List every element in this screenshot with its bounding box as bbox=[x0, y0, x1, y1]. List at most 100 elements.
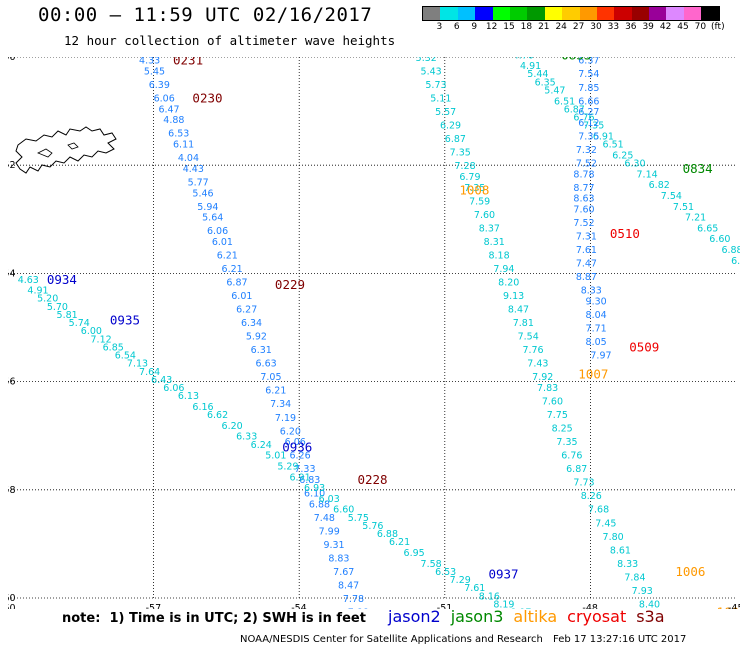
colorbar-labels: 3 6 9 12 15 18 21 24 27 30 33 36 39 42 45 70 (ft) bbox=[422, 22, 740, 34]
wave-height-value: 6.24 bbox=[251, 440, 272, 451]
pass-time-label: 0231 bbox=[173, 57, 203, 68]
pass-time-label: 0935 bbox=[110, 312, 140, 327]
wave-height-value: 6.76 bbox=[573, 113, 594, 124]
wave-height-value: 5.70 bbox=[47, 302, 68, 313]
lon-tick-label: -60 bbox=[8, 603, 16, 609]
wave-height-value: 6.21 bbox=[222, 264, 243, 275]
wave-height-value: 6.47 bbox=[158, 104, 179, 115]
wave-height-value: 6.85 bbox=[103, 342, 124, 353]
legend-entry-cryosat: cryosat bbox=[567, 607, 627, 626]
wave-height-value: 7.64 bbox=[139, 367, 160, 378]
pass-time-label: 0228 bbox=[357, 472, 387, 487]
wave-height-value: 6.43 bbox=[151, 375, 172, 386]
wave-height-value: 8.04 bbox=[586, 310, 607, 321]
wave-height-value: 9.30 bbox=[586, 296, 607, 307]
wave-height-value: 7.88 bbox=[348, 608, 369, 609]
wave-height-value: 6.20 bbox=[280, 426, 301, 437]
wave-height-value: 7.35 bbox=[464, 183, 485, 194]
wave-height-value: 6.01 bbox=[231, 291, 252, 302]
wave-height-value: 6.60 bbox=[709, 234, 730, 245]
wave-height-value: 7.47 bbox=[576, 259, 597, 270]
wave-height-value: 8.31 bbox=[484, 237, 505, 248]
wave-height-value: 6.37 bbox=[578, 57, 599, 67]
lat-tick-label: -50 bbox=[8, 57, 16, 63]
wave-height-value: 5.92 bbox=[246, 332, 267, 343]
wave-height-value: 7.80 bbox=[603, 532, 624, 543]
wave-height-value: 6.35 bbox=[535, 77, 556, 88]
wave-height-value: 8.37 bbox=[479, 223, 500, 234]
wave-height-value: 8.97 bbox=[510, 608, 531, 609]
wave-height-value: 5.64 bbox=[202, 213, 223, 224]
colorbar-swatch bbox=[423, 7, 441, 20]
wave-height-value: 8.87 bbox=[576, 272, 597, 283]
colorbar-label: 6 bbox=[453, 22, 460, 32]
wave-height-value: 4.43 bbox=[183, 164, 204, 175]
pass-time-label: 0510 bbox=[610, 226, 640, 241]
wave-height-value: 6.8 bbox=[731, 256, 740, 267]
wave-height-value: 6.88 bbox=[309, 499, 330, 510]
wave-height-value: 5.81 bbox=[57, 310, 78, 321]
colorbar-swatch bbox=[683, 7, 702, 20]
pass-time-label: 0833 bbox=[561, 57, 591, 62]
track-time-labels: 0231023002290228093409350936093710081007… bbox=[47, 57, 739, 609]
wave-height-value: 8.05 bbox=[586, 337, 607, 348]
wave-height-value: 6.82 bbox=[649, 180, 670, 191]
wave-height-value: 6.11 bbox=[173, 140, 194, 151]
wave-height-value: 7.12 bbox=[91, 334, 112, 345]
wave-height-value: 7.81 bbox=[513, 318, 534, 329]
wave-height-value: 7.59 bbox=[469, 196, 490, 207]
colorbar-label: 12 bbox=[485, 22, 498, 32]
pass-time-label: 1008 bbox=[459, 183, 489, 198]
colorbar-label: 3 bbox=[436, 22, 443, 32]
wave-height-value: 6.91 bbox=[289, 472, 310, 483]
colorbar-swatch bbox=[440, 7, 458, 20]
wave-height-value: 6.66 bbox=[578, 96, 599, 107]
wave-height-value: 6.63 bbox=[256, 359, 277, 370]
colorbar-swatch bbox=[492, 7, 510, 20]
axis-labels: -50 -52 -54 -56 -58 -60-60 -57 -54 -51 -48 -45 bbox=[8, 57, 740, 609]
wave-height-value: 7.51 bbox=[673, 202, 694, 213]
wave-height-value: 7.60 bbox=[542, 397, 563, 408]
wave-height-value: 7.21 bbox=[685, 213, 706, 224]
wave-height-value: 7.54 bbox=[518, 332, 539, 343]
wave-height-value: 6.25 bbox=[612, 150, 633, 161]
wave-height-value: 8.78 bbox=[573, 169, 594, 180]
pass-time-label: 0936 bbox=[282, 440, 312, 455]
lon-tick-label: -57 bbox=[146, 603, 162, 609]
wave-height-value: 4.91 bbox=[27, 286, 48, 297]
generated-timestamp: Feb 17 13:27:16 UTC 2017 bbox=[553, 634, 687, 645]
wave-height-value: 6.60 bbox=[333, 505, 354, 516]
wave-height-value: 4.63 bbox=[18, 275, 39, 286]
wave-height-value: 6.88 bbox=[377, 529, 398, 540]
wave-height-value: 6.51 bbox=[554, 96, 575, 107]
wave-height-value: 5.20 bbox=[37, 294, 58, 305]
wave-height-value: 6.95 bbox=[404, 548, 425, 559]
colorbar-swatch bbox=[649, 7, 667, 20]
wave-height-value: 4.91 bbox=[520, 61, 541, 72]
wave-height-value: 5.77 bbox=[188, 177, 209, 188]
lat-tick-label: -58 bbox=[8, 485, 16, 496]
wave-height-value: 5.94 bbox=[197, 202, 218, 213]
wave-height-value: 7.78 bbox=[343, 594, 364, 605]
lon-tick-label: -48 bbox=[582, 603, 598, 609]
wave-height-value: 8.40 bbox=[639, 599, 660, 609]
pass-time-label: 1007 bbox=[578, 366, 608, 381]
wave-height-value: 6.31 bbox=[251, 345, 272, 356]
wave-height-value: 8.77 bbox=[573, 183, 594, 194]
pass-time-label: 0230 bbox=[192, 91, 222, 106]
colorbar-label: 18 bbox=[520, 22, 533, 32]
wave-height-value: 6.79 bbox=[459, 172, 480, 183]
wave-height-value: 6.83 bbox=[299, 475, 320, 486]
wave-height-value: 7.52 bbox=[573, 218, 594, 229]
wave-height-value: 4.88 bbox=[163, 115, 184, 126]
wave-height-value: 8.47 bbox=[508, 305, 529, 316]
wave-height-value: 5.43 bbox=[421, 67, 442, 78]
wave-height-value: 6.51 bbox=[603, 140, 624, 151]
wave-height-value: 6.53 bbox=[168, 129, 189, 140]
wave-height-value: 6.26 bbox=[289, 451, 310, 462]
colorbar-label: 9 bbox=[471, 22, 478, 32]
wave-height-value: 6.13 bbox=[178, 391, 199, 402]
wave-height-value: 7.94 bbox=[493, 264, 514, 275]
colorbar-swatch bbox=[475, 7, 493, 20]
wave-height-value: 6.06 bbox=[207, 226, 228, 237]
